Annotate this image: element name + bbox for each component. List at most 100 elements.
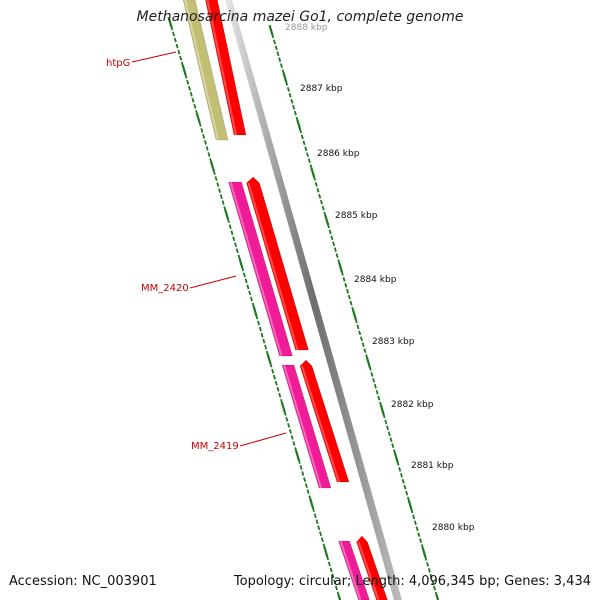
scale-tick (290, 98, 294, 104)
inner-tick (228, 224, 232, 230)
inner-tick (290, 435, 294, 440)
inner-tick (271, 368, 275, 374)
inner-tick (167, 16, 173, 28)
scale-tick (271, 33, 275, 39)
gene-htpG-band (182, 0, 229, 141)
inner-tick (306, 489, 310, 494)
scale-tick (433, 585, 437, 591)
gene-label: MM_2419 (191, 441, 239, 452)
scale-tick (361, 342, 365, 348)
scale-tick (293, 110, 297, 116)
scale-label: 2882 kbp (391, 400, 434, 410)
scale-tick (382, 413, 386, 419)
gene-MM_2419-strand (299, 359, 350, 483)
gene-highlight (301, 365, 340, 483)
inner-tick (258, 326, 262, 332)
inner-tick (257, 320, 261, 326)
scale-tick (419, 538, 423, 543)
scale-label: 2884 kbp (354, 275, 397, 285)
scale-tick (332, 241, 336, 247)
inner-tick (287, 423, 291, 428)
gene-highlight (283, 364, 322, 489)
inner-tick (276, 386, 280, 392)
scale-tick (299, 128, 303, 134)
inner-tick (252, 305, 258, 317)
inner-tick (337, 594, 342, 600)
scale-tick (403, 484, 407, 490)
gene-label: MM_2420 (141, 283, 189, 294)
inner-tick (274, 380, 278, 386)
scale-tick (302, 140, 306, 146)
inner-tick (320, 537, 324, 543)
scale-tick (415, 526, 419, 532)
scale-tick (407, 499, 413, 511)
scale-tick (272, 39, 276, 45)
scale-tick (344, 282, 348, 288)
inner-tick (203, 140, 207, 145)
scale-tick (285, 81, 289, 86)
scale-tick (363, 348, 367, 353)
scale-tick (310, 167, 316, 178)
scale-tick (384, 419, 388, 425)
scale-label: 2886 kbp (317, 149, 360, 159)
inner-tick (304, 483, 308, 488)
inner-tick (187, 85, 191, 91)
inner-tick (260, 332, 264, 338)
scale-tick (393, 452, 399, 463)
scale-tick (429, 573, 433, 579)
inner-tick (219, 194, 223, 199)
inner-tick (175, 43, 179, 49)
inner-tick (207, 152, 211, 157)
scale-tick (316, 187, 320, 193)
inner-tick (200, 128, 204, 133)
scale-tick (396, 461, 400, 466)
gene-highlight (206, 0, 237, 136)
gene-highlight (184, 0, 219, 141)
scale-tick (347, 294, 351, 300)
inner-tick (303, 477, 307, 482)
inner-tick (198, 121, 202, 127)
inner-tick (301, 471, 305, 476)
inner-tick (193, 103, 197, 109)
inner-tick (313, 513, 317, 519)
scale-tick (274, 45, 278, 51)
scale-tick (405, 490, 409, 496)
scale-tick (365, 357, 371, 368)
inner-tick (269, 362, 273, 368)
inner-tick (189, 91, 193, 97)
inner-tick (235, 248, 239, 254)
inner-tick (170, 25, 174, 31)
inner-tick (248, 290, 252, 296)
scale-tick (324, 214, 330, 226)
scale-tick (375, 389, 379, 395)
scale-label: 2880 kbp (432, 523, 475, 533)
inner-tick (326, 555, 330, 561)
inner-tick (333, 579, 337, 585)
inner-tick (179, 55, 183, 61)
scale-tick (328, 229, 332, 235)
gene-label-leader (239, 432, 287, 447)
inner-tick (244, 278, 248, 284)
scale-tick (399, 472, 403, 478)
scale-tick (359, 336, 363, 342)
scale-tick (342, 277, 346, 282)
scale-tick (377, 395, 381, 401)
inner-tick (309, 498, 315, 509)
inner-tick (234, 242, 238, 248)
inner-tick (299, 465, 303, 470)
scale-tick (279, 63, 283, 68)
inner-tick (266, 354, 272, 365)
inner-tick (173, 37, 177, 43)
scale-tick (330, 235, 334, 241)
gene-bottom-band (338, 540, 370, 600)
scale-tick (318, 193, 322, 199)
inner-tick (292, 441, 296, 446)
scale-tick (413, 520, 417, 526)
scale-tick (387, 431, 391, 437)
scale-tick (307, 158, 311, 163)
inner-tick (283, 410, 287, 416)
inner-tick (210, 161, 215, 172)
scale-tick (401, 478, 405, 484)
scale-tick (349, 300, 353, 306)
